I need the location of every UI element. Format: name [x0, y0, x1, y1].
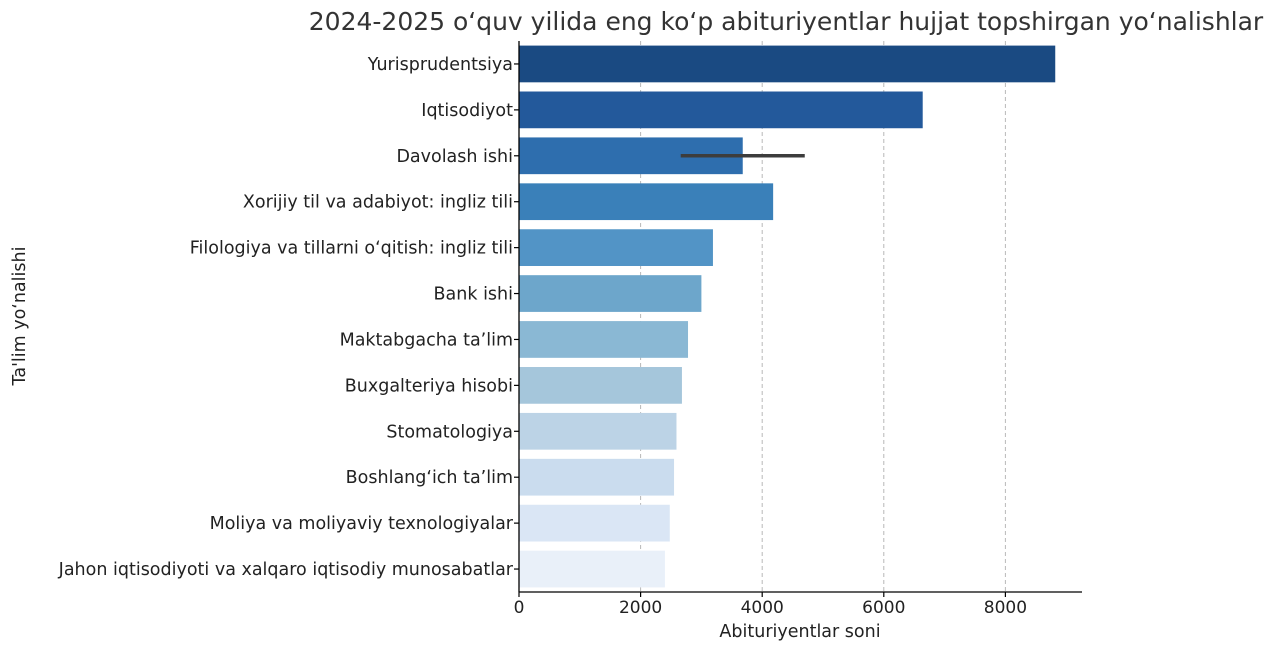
- category-label: Stomatologiya: [386, 422, 513, 442]
- y-axis-title: Ta'lim yo‘nalishi: [10, 247, 30, 387]
- category-labels: Yurisprudentsiya Iqtisodiyot Davolash ishi…: [58, 55, 519, 580]
- bar: [519, 91, 923, 129]
- x-tick-label: 4000: [741, 598, 784, 618]
- bar: [519, 367, 682, 404]
- bar: [519, 45, 1056, 83]
- grid-lines: [640, 41, 1006, 592]
- x-tick-label: 2000: [619, 598, 662, 618]
- category-label: Moliya va moliyaviy texnologiyalar: [210, 514, 514, 534]
- bar: [519, 458, 675, 496]
- category-label: Jahon iqtisodiyoti va xalqaro iqtisodiy …: [58, 560, 514, 580]
- x-tick-label: 8000: [984, 598, 1027, 618]
- category-label: Yurisprudentsiya: [367, 55, 513, 75]
- bar: [519, 183, 774, 221]
- category-label: Xorijiy til va adabiyot: ingliz tili: [243, 193, 513, 213]
- bar: [519, 412, 677, 450]
- bars: [519, 45, 1056, 588]
- bar: [519, 504, 670, 542]
- bar: [519, 550, 665, 588]
- category-label: Davolash ishi: [396, 147, 513, 167]
- x-tick-label: 6000: [862, 598, 905, 618]
- x-axis-title: Abituriyentlar soni: [719, 622, 880, 642]
- category-label: Buxgalteriya hisobi: [345, 376, 513, 396]
- category-label: Filologiya va tillarni o‘qitish: ingliz …: [190, 239, 513, 259]
- bar: [519, 229, 713, 266]
- category-label: Bank ishi: [434, 285, 513, 305]
- bar: [519, 275, 702, 312]
- x-tick-label: 0: [514, 598, 525, 618]
- category-label: Iqtisodiyot: [421, 101, 513, 121]
- x-tick-labels: 0 2000 4000 6000 8000: [514, 592, 1027, 618]
- bar: [519, 321, 689, 358]
- category-label: Maktabgacha ta’lim: [340, 330, 513, 350]
- category-label: Boshlang‘ich ta’lim: [346, 468, 513, 488]
- chart-title: 2024-2025 o‘quv yilida eng ko‘p abituriy…: [309, 7, 1264, 36]
